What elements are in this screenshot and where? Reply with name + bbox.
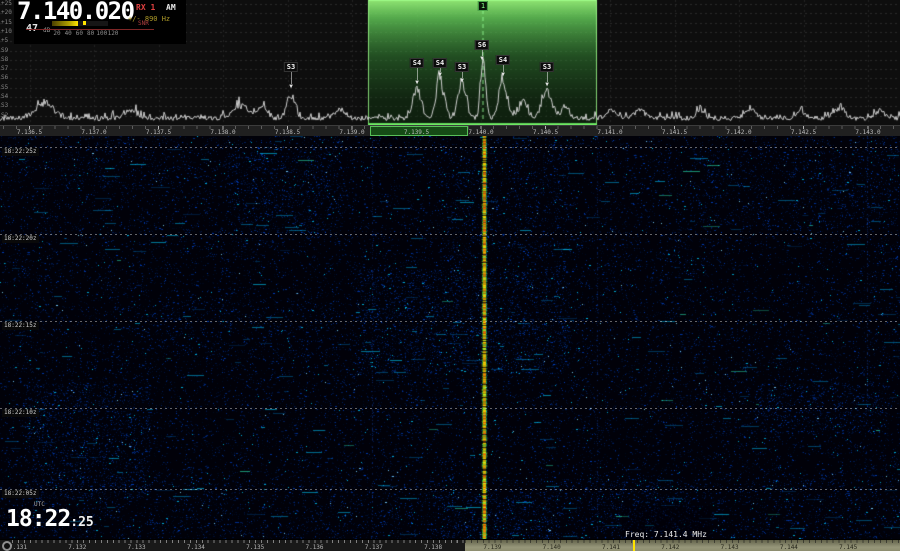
band-scale-label: 7.131 [8, 544, 28, 551]
frequency-scale-label: 7.136.5 [16, 129, 43, 136]
frequency-scale-label: 7.142.0 [726, 129, 752, 136]
band-scale-label: 7.133 [127, 544, 146, 551]
band-scale-label: 7.137 [364, 544, 383, 551]
frequency-scale-label: 7.139.5 [403, 129, 430, 136]
scale-passband-segment [370, 126, 468, 136]
band-scale-label: 7.143 [720, 544, 739, 551]
band-scale-label: 7.142 [661, 544, 680, 551]
meter-value: 47 [26, 23, 38, 34]
frequency-scale-label: 7.137.5 [145, 129, 172, 136]
waterfall-panel[interactable]: 18:22:25z 18:22:20z 18:22:15z 18:22:10z 18:2… [0, 136, 900, 551]
band-scale-label: 7.144 [779, 544, 798, 551]
passband-width-label: +/- 890 Hz [128, 15, 171, 23]
meter-bar [52, 21, 108, 26]
utc-clock: UTC 18:22:25 [6, 501, 94, 532]
meter-scale: 20 40 60 80 100 120 [14, 31, 186, 38]
clock-seconds: :25 [70, 515, 94, 530]
frequency-scale-label: 7.142.5 [790, 129, 817, 136]
clock-hours-minutes: 18:22 [6, 506, 71, 532]
band-ticks-right [465, 540, 900, 543]
frequency-scale-label: 7.139.0 [339, 129, 365, 136]
frequency-scale-label: 7.141.5 [661, 129, 688, 136]
band-ticks-left [12, 540, 465, 543]
band-highlight-segment[interactable] [465, 540, 900, 551]
meter-scale-tick: 20 [53, 30, 61, 37]
frequency-scale-label: 7.138.5 [274, 129, 301, 136]
waterfall-canvas[interactable] [0, 136, 900, 539]
snr-label: SNR [138, 20, 149, 27]
rx-header-panel: 7.140.020 RX 1 AM +/- 890 Hz 47 dB 20406… [14, 0, 186, 44]
meter-fill [52, 21, 78, 26]
clock-row: 18:22:25 [6, 507, 94, 531]
meter-scale-tick: 40 [64, 30, 72, 37]
frequency-scale-label: 7.138.0 [210, 129, 236, 136]
frequency-scale-label: 7.140.0 [468, 129, 494, 136]
band-scale-label: 7.135 [246, 544, 265, 551]
band-scale-label: 7.145 [839, 544, 858, 551]
zoom-icon[interactable] [2, 541, 12, 551]
meter-scale-tick: 120 [107, 30, 119, 37]
meter-baseline [26, 29, 154, 30]
spectrum-frequency-scale[interactable]: 7.136.5 7.137.0 7.137.5 7.138.0 7.138.5 7.139… [0, 125, 900, 136]
band-scale-label: 7.139 [483, 544, 502, 551]
meter-scale-tick: 60 [75, 30, 84, 37]
band-cursor[interactable] [633, 540, 635, 551]
frequency-scale-label: 7.137.0 [81, 129, 107, 136]
band-scale-label: 7.140 [542, 544, 561, 551]
mode-label[interactable]: AM [166, 3, 176, 12]
cursor-frequency: Freq: 7.141.4 MHz [625, 530, 707, 539]
meter-scale-tick: 100 [96, 30, 108, 37]
meter-peak-dot [83, 21, 86, 25]
frequency-scale-label: 7.143.0 [855, 129, 881, 136]
band-scale-label: 7.138 [424, 544, 443, 551]
frequency-scale-label: 7.140.5 [532, 129, 559, 136]
band-scale-label: 7.132 [68, 544, 87, 551]
rx-passband-badge[interactable]: 1 [477, 1, 489, 11]
band-scale-label: 7.141 [601, 544, 621, 551]
utc-label: UTC [34, 501, 45, 508]
spectrum-panel[interactable]: +25 +20 +15 +10 +5 S9 S8 S7 S6 S5 S4 S3 S2 S3 ▼ S4 ▼ S4 ▼… [0, 0, 900, 125]
rx-label: RX 1 [136, 3, 156, 12]
meter-unit: dB [43, 27, 51, 34]
band-scale-label: 7.136 [305, 544, 324, 551]
meter-scale-tick: 80 [86, 30, 95, 37]
band-overview-bar[interactable]: 7.131 7.132 7.133 7.134 7.135 7.136 7.137 7.138… [0, 539, 900, 551]
band-scale-label: 7.134 [186, 544, 205, 551]
frequency-scale-label: 7.141.0 [597, 129, 623, 136]
frequency-readout[interactable]: 7.140.020 [17, 0, 135, 25]
